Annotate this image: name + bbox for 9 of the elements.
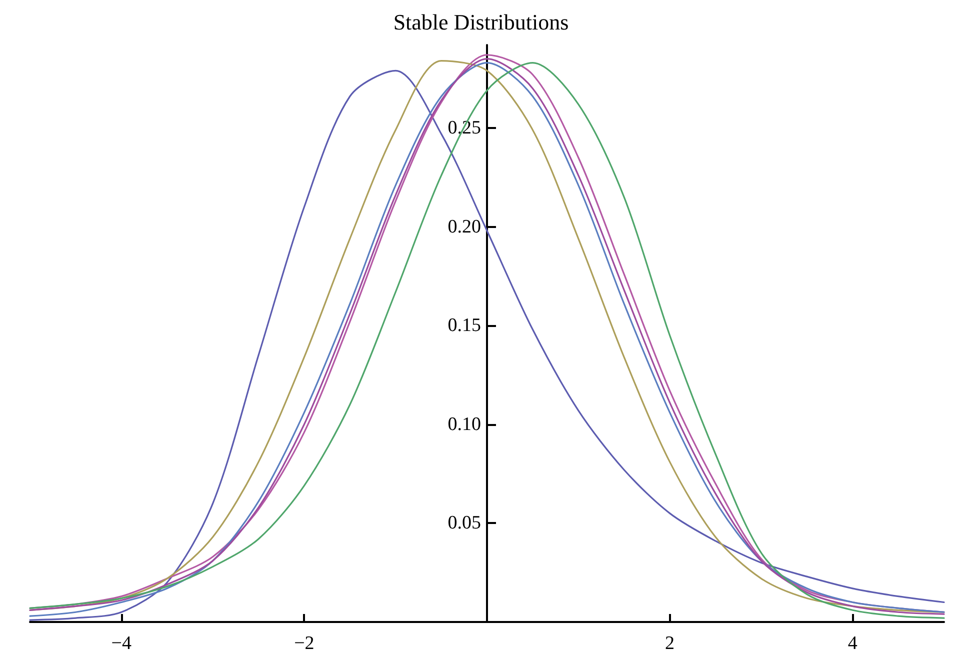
x-tick-label: 4 (848, 633, 858, 654)
x-tick-label: 2 (665, 633, 675, 654)
y-tick-label: 0.15 (448, 315, 481, 336)
y-tick-label: 0.10 (448, 414, 481, 435)
y-tick-label: 0.05 (448, 512, 481, 534)
x-tick-label: −4 (111, 633, 132, 654)
x-tick-label: −2 (294, 633, 314, 654)
y-tick-label: 0.20 (448, 216, 481, 238)
chart-title: Stable Distributions (393, 10, 569, 34)
